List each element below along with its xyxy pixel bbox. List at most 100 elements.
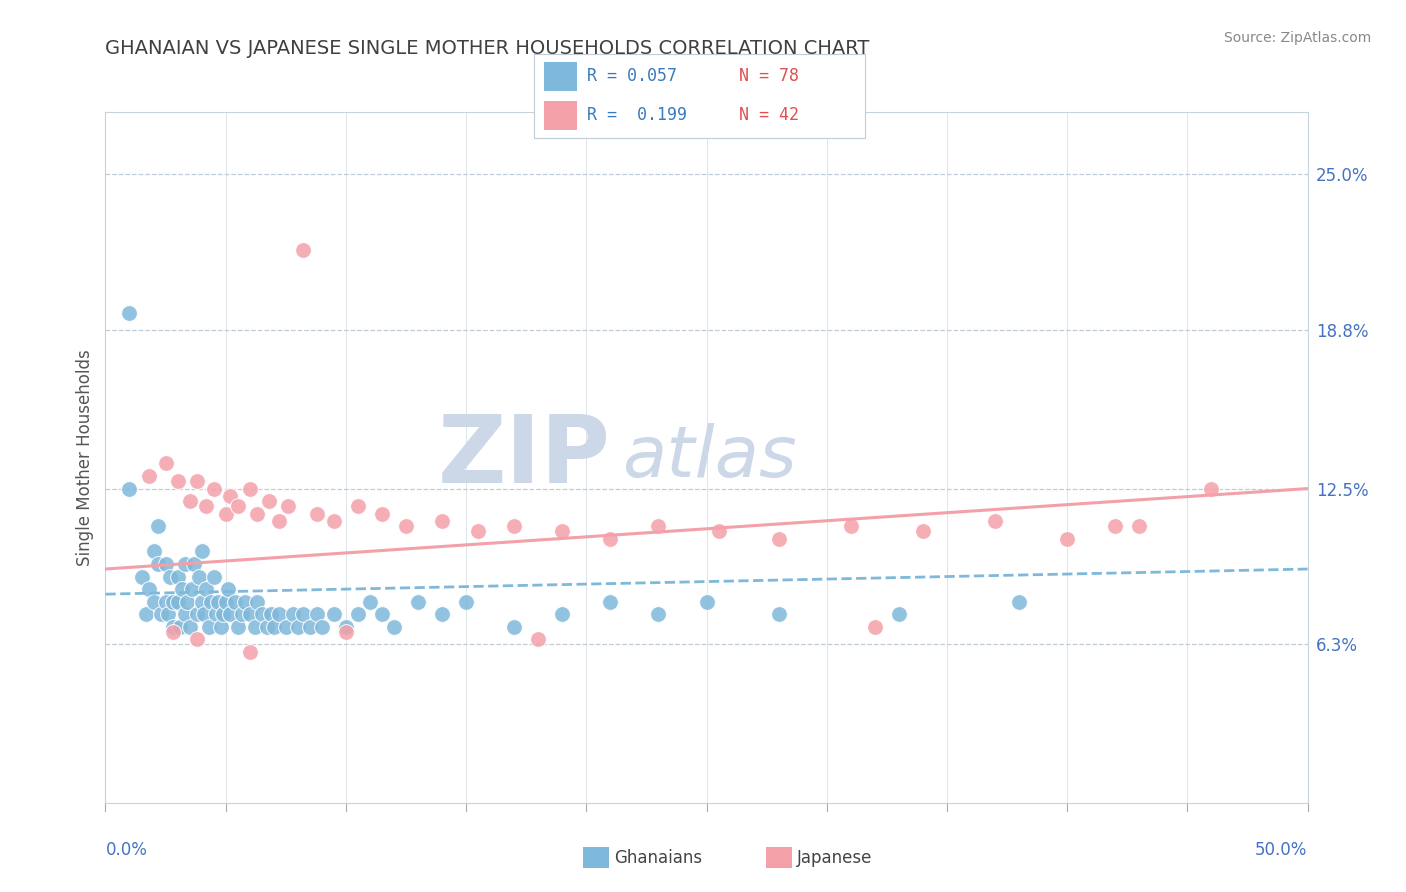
Point (135, 607, 157, 622)
Point (1128, 519, 1150, 533)
Point (169, 620, 191, 634)
Point (243, 620, 266, 634)
Text: N = 42: N = 42 (740, 106, 799, 124)
Point (246, 595, 269, 609)
Point (209, 620, 232, 634)
Text: GHANAIAN VS JAPANESE SINGLE MOTHER HOUSEHOLDS CORRELATION CHART: GHANAIAN VS JAPANESE SINGLE MOTHER HOUSE… (105, 39, 870, 58)
Point (149, 607, 172, 622)
Point (267, 607, 290, 622)
Point (1056, 532, 1078, 546)
Point (503, 620, 526, 634)
Point (768, 532, 790, 546)
Point (246, 507, 269, 521)
Point (219, 607, 242, 622)
Point (202, 482, 225, 496)
Point (190, 544, 212, 558)
Point (257, 494, 280, 508)
Point (287, 620, 309, 634)
Text: R = 0.057: R = 0.057 (588, 68, 678, 86)
Point (298, 620, 321, 634)
Point (322, 514, 344, 528)
Point (212, 607, 235, 622)
Point (166, 474, 188, 488)
Text: R =  0.199: R = 0.199 (588, 106, 688, 124)
Point (454, 595, 477, 609)
Point (195, 582, 218, 596)
Point (224, 595, 246, 609)
Point (155, 557, 177, 571)
Text: Source: ZipAtlas.com: Source: ZipAtlas.com (1223, 31, 1371, 45)
Point (311, 620, 333, 634)
Point (179, 494, 201, 508)
Point (142, 595, 165, 609)
Point (179, 620, 201, 634)
Point (768, 607, 790, 622)
Point (347, 607, 370, 622)
Point (162, 595, 184, 609)
Point (256, 620, 278, 634)
Point (198, 620, 221, 634)
Text: N = 78: N = 78 (740, 68, 799, 86)
Point (430, 607, 453, 622)
Point (219, 489, 242, 503)
Point (277, 499, 299, 513)
Point (173, 607, 195, 622)
Point (887, 607, 910, 622)
Point (214, 507, 236, 521)
Point (281, 607, 304, 622)
Point (335, 624, 357, 639)
Point (138, 469, 160, 483)
Point (1008, 595, 1031, 609)
Point (239, 645, 262, 659)
Point (274, 620, 297, 634)
Point (118, 482, 141, 496)
Point (599, 532, 621, 546)
Point (173, 557, 195, 571)
Point (406, 595, 429, 609)
Point (551, 607, 574, 622)
Bar (544, 101, 578, 130)
Point (118, 305, 141, 319)
Point (166, 595, 188, 609)
Point (911, 524, 934, 539)
Point (186, 607, 208, 622)
Point (371, 507, 394, 521)
Point (131, 569, 153, 583)
Point (231, 607, 253, 622)
Point (155, 595, 177, 609)
Point (162, 620, 184, 634)
Point (322, 607, 344, 622)
Point (430, 514, 453, 528)
Point (527, 632, 550, 647)
Point (305, 607, 328, 622)
Point (200, 595, 222, 609)
Point (172, 582, 194, 596)
Text: Ghanaians: Ghanaians (614, 849, 703, 867)
Point (382, 620, 405, 634)
Text: atlas: atlas (623, 423, 797, 491)
Point (647, 607, 669, 622)
Point (195, 499, 218, 513)
Point (984, 514, 1007, 528)
Text: 0.0%: 0.0% (105, 841, 148, 859)
Point (503, 519, 526, 533)
Point (707, 524, 730, 539)
Point (335, 620, 357, 634)
Point (1104, 519, 1126, 533)
Point (138, 582, 160, 596)
Point (186, 632, 208, 647)
Point (148, 519, 170, 533)
Y-axis label: Single Mother Households: Single Mother Households (76, 349, 94, 566)
Point (155, 457, 177, 471)
Point (395, 519, 418, 533)
Text: 50.0%: 50.0% (1256, 841, 1308, 859)
Text: ZIP: ZIP (437, 411, 610, 503)
Point (291, 243, 314, 257)
Point (250, 607, 273, 622)
Point (156, 607, 179, 622)
Point (207, 595, 229, 609)
Point (239, 607, 262, 622)
Point (1201, 482, 1223, 496)
Point (148, 557, 170, 571)
Point (214, 595, 236, 609)
